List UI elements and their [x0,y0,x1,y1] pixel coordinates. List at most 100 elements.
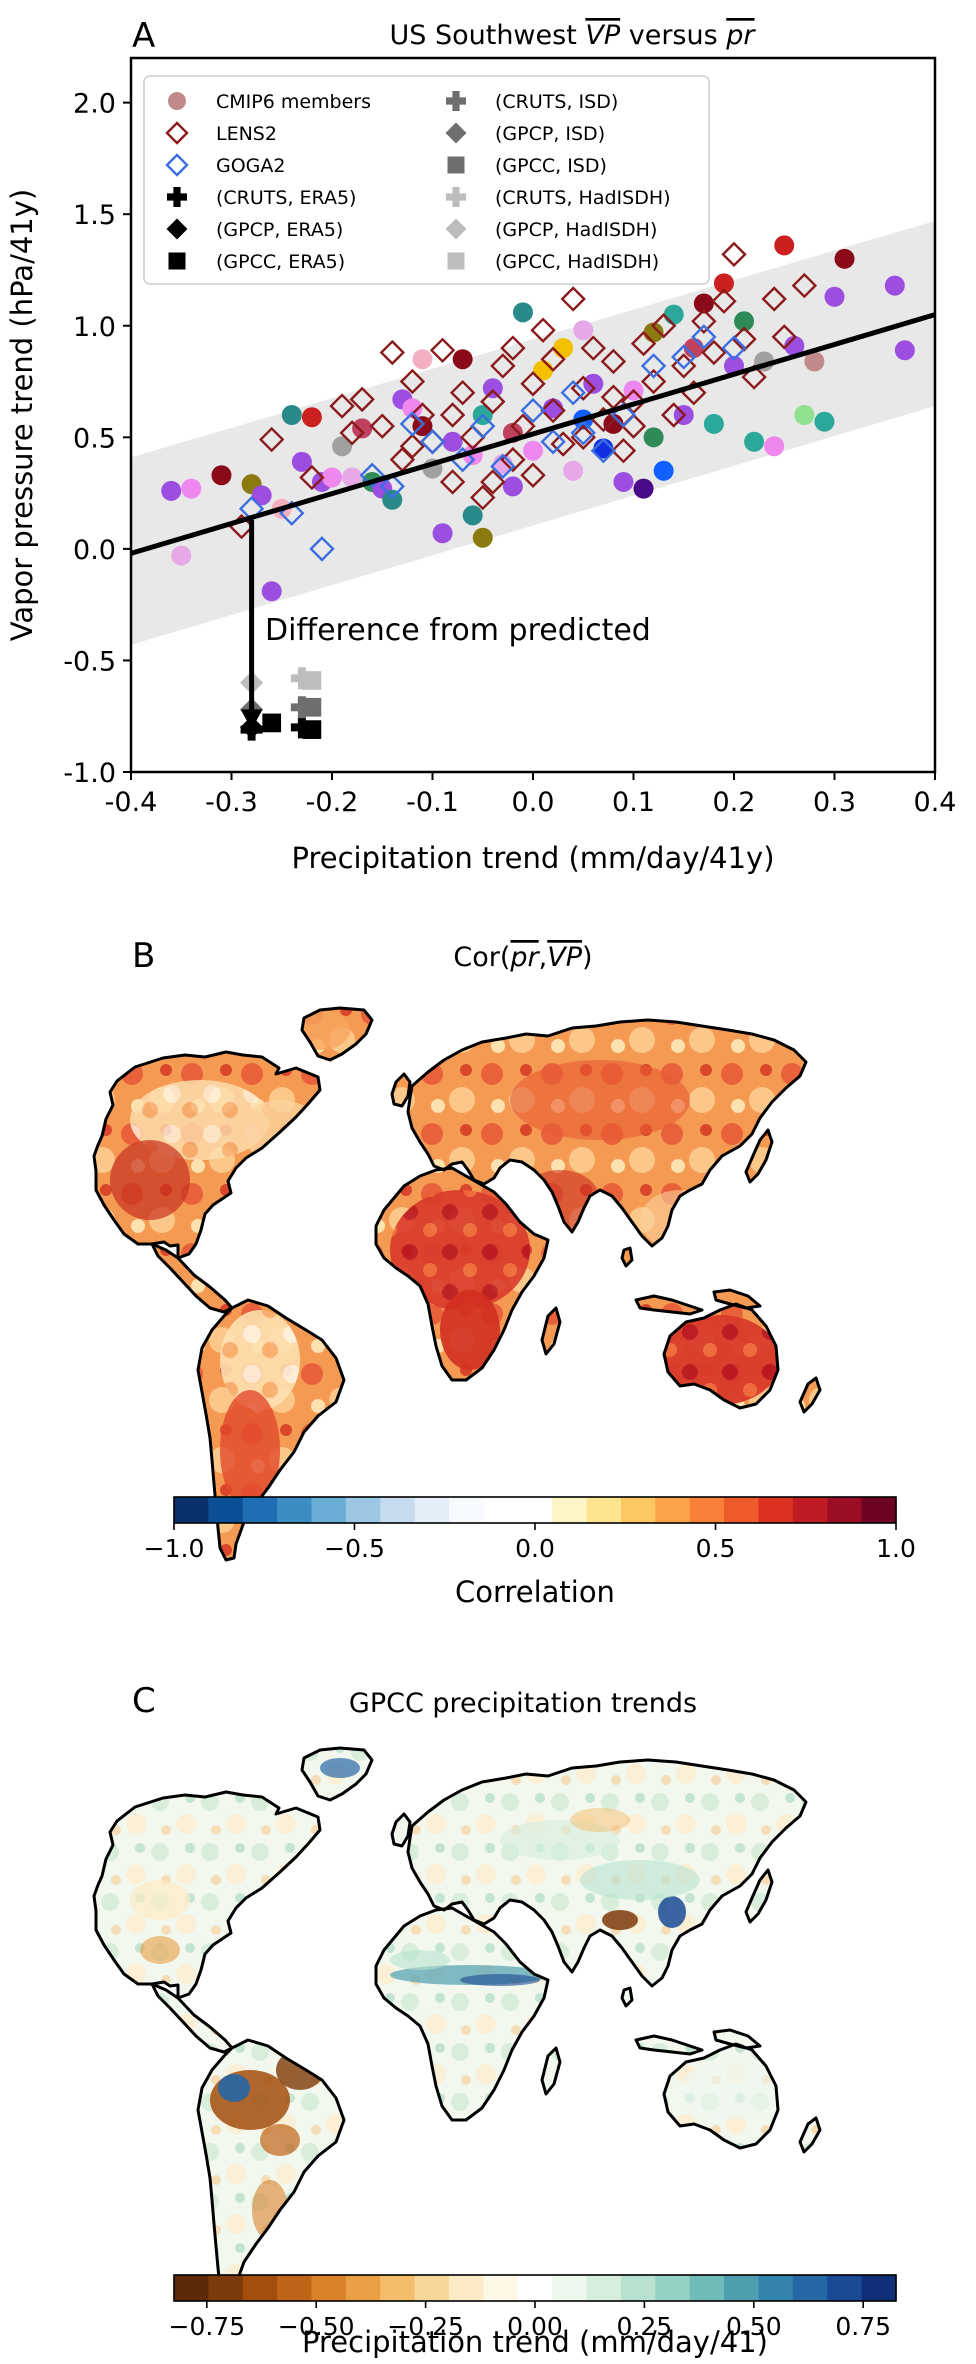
x-tick-label: 0.0 [512,787,555,818]
field-patch [390,1190,530,1310]
field-patch [658,1896,686,1928]
colorbar-tick-label: 1.0 [876,1534,916,1563]
goga2-point [490,453,516,480]
coastline-newZealand [798,2116,822,2154]
colorbar-tick-label: −1.0 [144,1534,205,1563]
cmip6-point [332,436,353,457]
observation-point [302,697,322,717]
lens2-point [570,424,596,451]
colorbar-cell [380,2275,416,2301]
colorbar-cell [620,2275,656,2301]
field-patch [460,1974,540,1986]
difference-arrow [240,519,263,730]
field-patch [440,1290,500,1370]
cmip6-point [261,581,282,602]
x-axis-label: Precipitation trend (mm/day/41y) [291,841,774,875]
colorbar-cell [517,1497,553,1523]
coastline-greenland [300,1746,374,1802]
x-tick-label: 0.2 [713,787,756,818]
cmip6-point [251,485,272,506]
cmip6-point [573,320,594,341]
colorbar-cell [724,1497,760,1523]
lens2-point [399,433,426,459]
goga2-point [520,397,546,424]
legend-label: (GPCC, HadISDH) [495,251,659,273]
x-tick-label: 0.4 [914,787,957,818]
coastline-japan [744,1868,774,1924]
panel-b-title: Cor(pr,VP) [453,942,592,973]
colorbar-cell [174,2275,209,2301]
lens2-point [449,379,476,406]
regression-line [130,312,936,556]
goga2-point [590,438,617,464]
colorbar-cell [792,2275,828,2301]
colorbar-cell [311,2275,347,2301]
legend-marker [447,252,465,270]
cmip6-point [713,273,734,294]
observation-point [290,716,313,739]
goga2-point [309,536,335,562]
observation-point [262,713,282,733]
lens2-point [480,388,506,415]
panel-a-letter: A [132,16,155,56]
colorbar-cell [689,1497,725,1523]
legend-label: (CRUTS, HadISDH) [495,187,671,209]
observation-point [290,667,313,690]
lens2-point [399,368,426,395]
colorbar-cell [345,2275,381,2301]
cmip6-point [834,248,855,269]
lens2-point [600,348,627,375]
cmip6-point [784,335,805,356]
lens2-point [429,337,456,363]
legend-marker [446,187,466,207]
x-tick-label: 0.1 [612,787,655,818]
correlation-colorbar: −1.0 −0.5 0.0 0.5 1.0 Correlation [144,1496,916,1609]
land-fill [94,1748,820,2300]
annotation-difference: Difference from predicted [265,613,651,648]
lens2-point [540,397,566,424]
cmip6-point [322,467,342,488]
y-tick-label: 0.0 [73,535,116,566]
legend: CMIP6 members LENS2 GOGA2 (CRUTS, ERA5) (GPC… [143,75,710,285]
coastline-southAmerica [196,1298,346,1562]
lens2-point [741,364,767,390]
cmip6-point [764,436,785,457]
coastline-indonesia [634,2034,704,2056]
cmip6-point [512,302,533,323]
colorbar-cell [483,1497,519,1523]
colorbar-tick-label: 0.00 [507,2312,563,2341]
field-patch [110,1140,190,1220]
lens2-point [691,308,717,334]
goga2-point [470,413,496,439]
cmip6-point [563,460,584,481]
goga2-point [359,462,385,488]
goga2-point [540,429,566,455]
y-tick-label: 1.0 [73,312,116,343]
colorbar-cell [449,2275,485,2301]
lens2-point [470,484,496,511]
observation-point [302,671,322,690]
field-patch [510,1060,690,1140]
lens2-point [771,324,797,350]
lens2-point [299,464,325,491]
legend-marker [446,91,466,111]
colorbar-tick-label: −0.75 [169,2312,246,2341]
cmip6-point [553,338,574,359]
coastline-madagascar [540,1306,562,1356]
cmip6-point [774,235,795,256]
cmip6-point [744,431,765,452]
colorbar-tick-label: 0.25 [617,2312,673,2341]
cmip6-point [703,413,724,434]
colorbar-cell [414,2275,450,2301]
panel-a-scatter: A US Southwest VP versus pr Difference f… [5,16,956,875]
panel-b-map: B Cor(pr,VP) −1.0 −0.5 0.0 0.5 1.0 Correlatio… [92,936,916,1609]
field-patch [570,1808,630,1832]
legend-label: LENS2 [216,123,277,145]
goga2-point [721,335,747,361]
y-tick-label: 2.0 [73,89,116,120]
land-base [94,1748,820,2300]
coastline-newGuinea [712,2028,762,2050]
cmip6-point [523,440,543,461]
legend-label: GOGA2 [216,155,286,177]
colorbar-cell [517,2275,553,2301]
